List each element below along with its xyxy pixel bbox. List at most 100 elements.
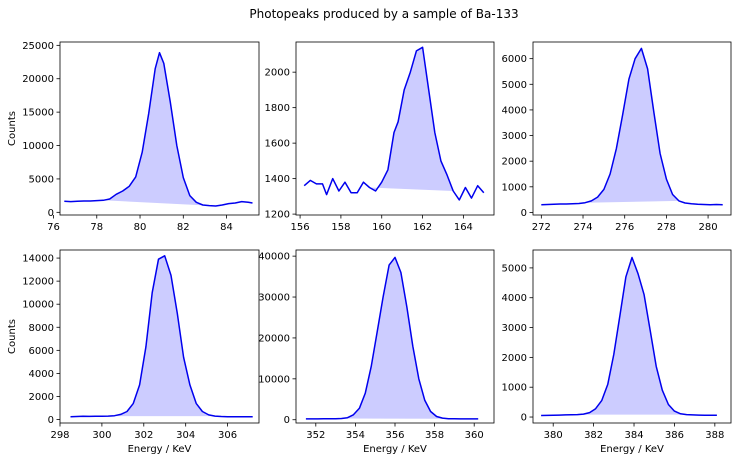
data-point (101, 415, 103, 417)
panels-group: 76 78 80 82 840500010000150002000025000Count… (7, 41, 732, 455)
y-tick-label: 14000 (22, 254, 54, 265)
data-point (88, 415, 90, 417)
y-tick-label: 5000 (502, 80, 527, 91)
data-point (70, 416, 72, 418)
data-point (370, 366, 372, 368)
x-axis-label: Energy / KeV (128, 444, 192, 455)
data-point (590, 200, 592, 202)
data-point (393, 132, 395, 134)
data-point (640, 47, 642, 49)
data-point (692, 414, 694, 416)
data-point (202, 204, 204, 206)
data-point (634, 58, 636, 60)
data-point (350, 192, 352, 194)
data-point (228, 203, 230, 205)
data-point (323, 418, 325, 420)
data-point (673, 410, 675, 412)
spectrum-line (305, 256, 479, 420)
data-point (252, 202, 254, 204)
y-tick-label: 2000 (502, 353, 527, 364)
data-point (452, 190, 454, 192)
data-point (710, 414, 712, 416)
data-point (139, 384, 141, 386)
data-point (195, 201, 197, 203)
data-point (189, 384, 191, 386)
data-point (375, 190, 377, 192)
y-tick-label: 4000 (502, 293, 527, 304)
data-point (589, 412, 591, 414)
data-point (356, 192, 358, 194)
data-point (341, 418, 343, 420)
data-point (715, 204, 717, 206)
data-point (220, 416, 222, 418)
y-tick-label: 20000 (22, 74, 54, 85)
y-tick-label: 0 (521, 208, 527, 219)
data-point (245, 416, 247, 418)
data-point (159, 52, 161, 54)
x-tick-label: 298 (50, 430, 69, 441)
y-tick-label: 0 (521, 413, 527, 424)
data-point (128, 185, 130, 187)
x-tick-label: 160 (372, 222, 391, 233)
x-tick-label: 274 (573, 222, 592, 233)
panel-2: 156 158 160 162 164 1200 1400 1600 1800 2000 (265, 41, 495, 233)
data-point (704, 414, 706, 416)
data-point (667, 404, 669, 406)
data-point (565, 203, 567, 205)
x-tick-label: 380 (544, 430, 563, 441)
data-point (335, 418, 337, 420)
y-tick-label: 8000 (29, 323, 54, 334)
y-tick-label: 2000 (29, 392, 54, 403)
data-point (601, 400, 603, 402)
spectrum-line (70, 255, 253, 418)
y-axis-label: Counts (7, 111, 18, 146)
x-tick-label: 278 (657, 222, 676, 233)
y-tick-label: 2000 (502, 157, 527, 168)
data-point (141, 151, 143, 153)
axes-frame (532, 249, 732, 424)
data-point (637, 273, 639, 275)
data-point (158, 258, 160, 260)
y-tick-label: 12000 (22, 277, 54, 288)
data-point (661, 389, 663, 391)
data-point (609, 173, 611, 175)
x-tick-label: 352 (306, 430, 325, 441)
y-tick-label: 30000 (258, 293, 290, 304)
data-point (208, 414, 210, 416)
x-tick-label: 162 (413, 222, 432, 233)
x-tick-label: 388 (705, 430, 724, 441)
data-point (471, 197, 473, 199)
data-point (208, 205, 210, 207)
data-point (665, 178, 667, 180)
x-tick-label: 158 (331, 222, 350, 233)
panel-1: 76 78 80 82 84 0 5000 10000 15000 20000 25000 Count… (7, 41, 260, 233)
data-point (625, 276, 627, 278)
x-tick-label: 82 (177, 222, 190, 233)
y-tick-label: 4000 (502, 105, 527, 116)
data-point (183, 356, 185, 358)
data-point (145, 346, 147, 348)
data-point (703, 204, 705, 206)
y-tick-label: 40000 (258, 252, 290, 263)
spectrum-line (303, 46, 485, 201)
data-point (163, 62, 165, 64)
y-tick-label: 25000 (22, 41, 54, 52)
data-point (195, 402, 197, 404)
data-point (558, 414, 560, 416)
data-point (655, 365, 657, 367)
data-point (458, 199, 460, 201)
y-tick-label: 3000 (502, 131, 527, 142)
y-tick-label: 20000 (258, 333, 290, 344)
data-point (132, 402, 134, 404)
x-tick-label: 360 (465, 430, 484, 441)
data-point (82, 415, 84, 417)
data-point (329, 418, 331, 420)
data-point (649, 330, 651, 332)
data-point (352, 414, 354, 416)
y-tick-label: 1600 (265, 139, 290, 150)
data-point (553, 203, 555, 205)
peak-area-fill (108, 255, 215, 417)
data-point (709, 204, 711, 206)
data-point (564, 414, 566, 416)
